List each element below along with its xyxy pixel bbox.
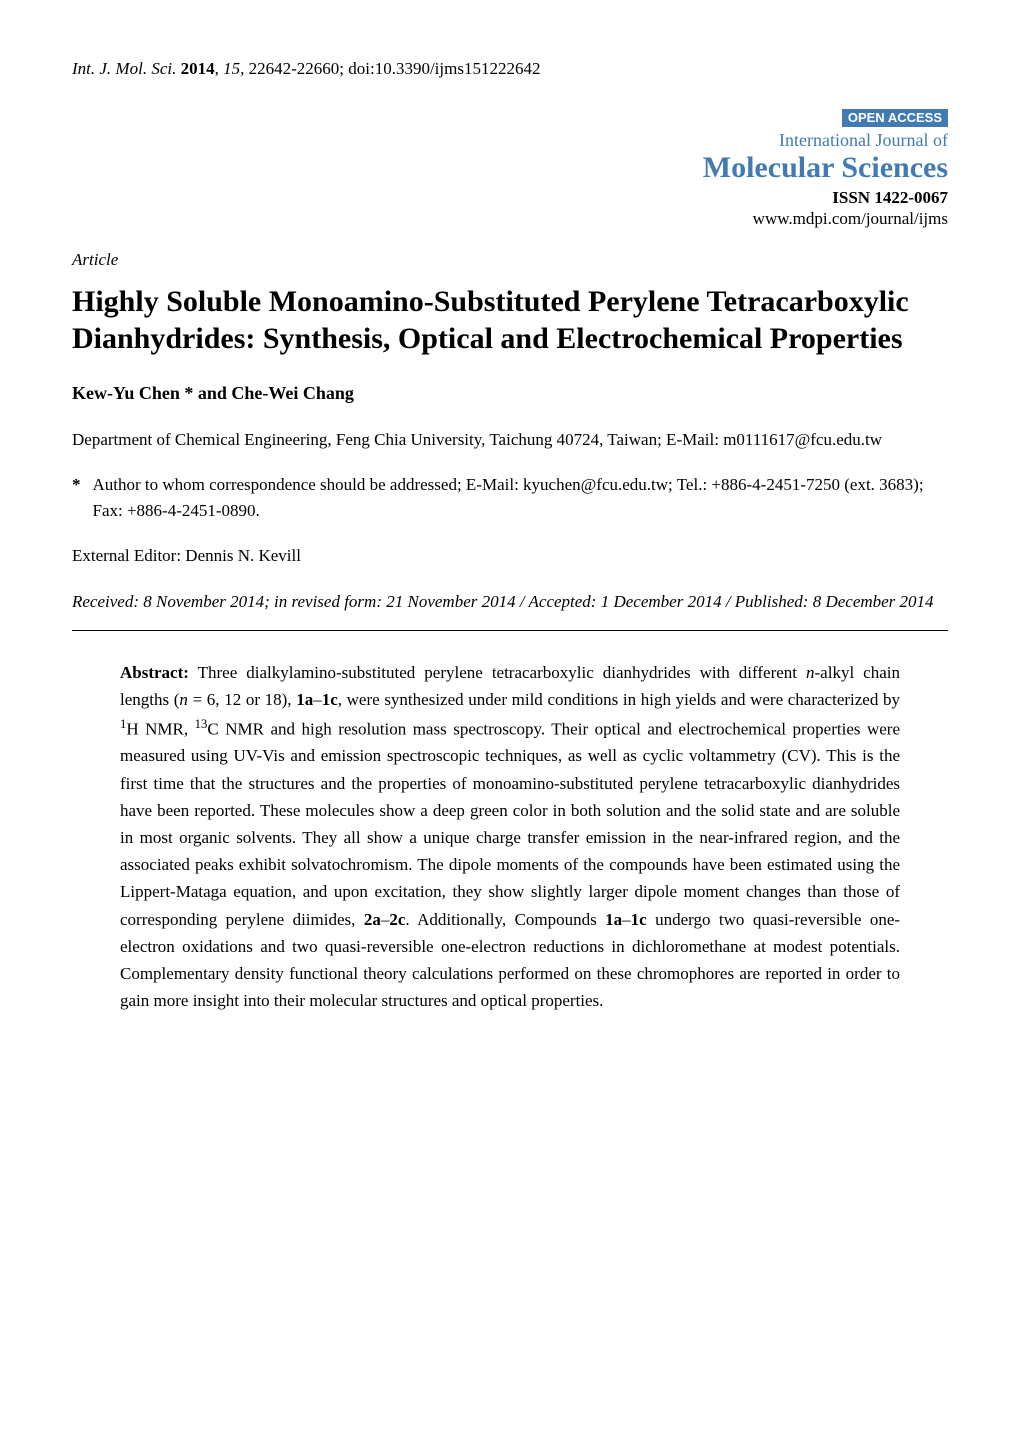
article-type-label: Article [72,247,948,273]
divider [72,630,948,631]
journal-supertitle: International Journal of [72,129,948,152]
journal-url: www.mdpi.com/journal/ijms [72,208,948,229]
abstract-1a: 1a [296,690,313,709]
abstract-2a: 2a [364,910,381,929]
year: 2014 [181,59,215,78]
correspondence-marker: * [72,472,81,523]
abstract-t5: H NMR, [126,719,194,738]
abstract-t3: = 6, 12 or 18), [188,690,296,709]
volume: 15 [223,59,240,78]
pages: 22642-22660 [249,59,340,78]
affiliation: Department of Chemical Engineering, Feng… [72,427,948,453]
header-citation: Int. J. Mol. Sci. 2014, 15, 22642-22660;… [72,56,948,82]
abstract-dash3: – [622,910,631,929]
authors: Kew-Yu Chen * and Che-Wei Chang [72,380,948,407]
abstract-1c: 1c [322,690,338,709]
correspondence-text: Author to whom correspondence should be … [93,472,949,523]
abstract-n1: n [806,663,815,682]
journal-issn: ISSN 1422-0067 [72,187,948,208]
abstract-t1: Three dialkylamino-substituted perylene … [189,663,806,682]
abstract-t7: . Additionally, Compounds [405,910,605,929]
abstract-label: Abstract: [120,663,189,682]
abstract-t6: C NMR and high resolution mass spectrosc… [120,719,900,928]
article-dates: Received: 8 November 2014; in revised fo… [72,589,948,615]
journal-abbrev: Int. J. Mol. Sci. [72,59,176,78]
abstract: Abstract: Three dialkylamino-substituted… [72,659,948,1014]
journal-name: Molecular Sciences [72,149,948,187]
article-title: Highly Soluble Monoamino-Substituted Per… [72,283,948,358]
journal-masthead: OPEN ACCESS International Journal of Mol… [72,106,948,230]
abstract-dash1: – [313,690,322,709]
abstract-sup13: 13 [195,717,208,731]
abstract-2c: 2c [389,910,405,929]
correspondence: * Author to whom correspondence should b… [72,472,948,523]
open-access-badge: OPEN ACCESS [842,109,948,127]
abstract-1c2: 1c [631,910,647,929]
doi: doi:10.3390/ijms151222642 [348,59,540,78]
abstract-t4: , were synthesized under mild conditions… [338,690,900,709]
abstract-n2: n [179,690,188,709]
abstract-1a2: 1a [605,910,622,929]
external-editor: External Editor: Dennis N. Kevill [72,543,948,569]
